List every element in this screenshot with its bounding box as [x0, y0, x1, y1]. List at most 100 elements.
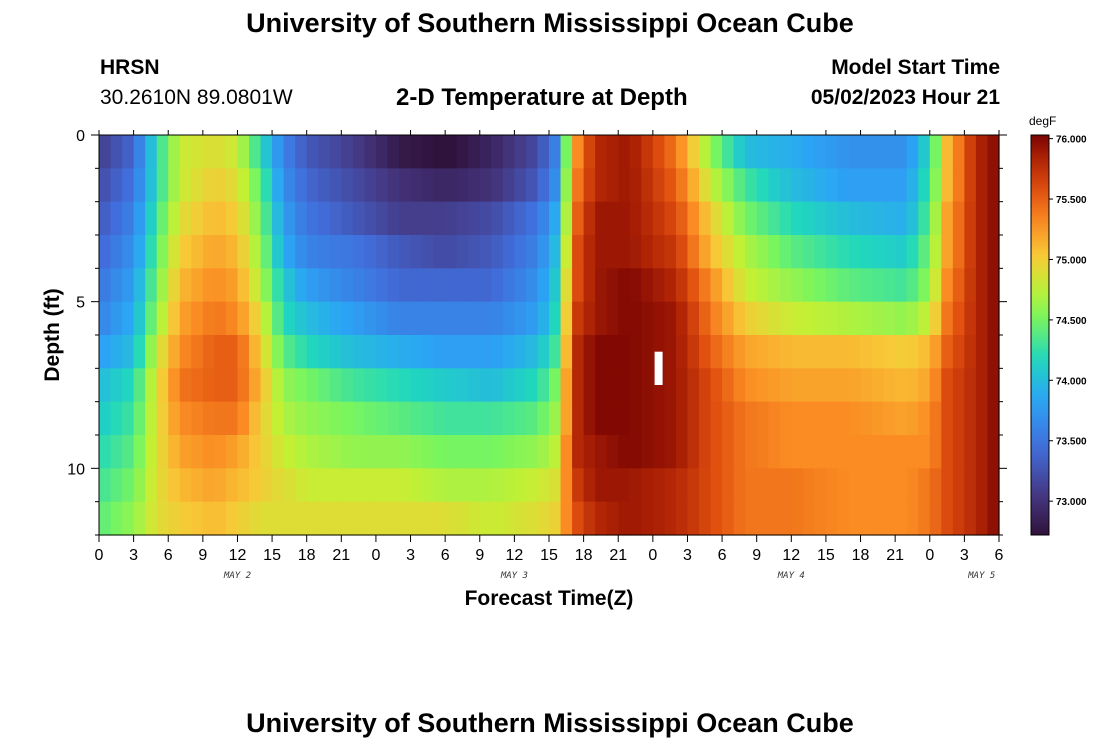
heatmap-cell	[145, 168, 158, 203]
heatmap-cell	[133, 135, 146, 169]
heatmap-cell	[537, 235, 550, 269]
heatmap-cell	[168, 468, 181, 503]
heatmap-cell	[802, 201, 815, 236]
heatmap-cell	[399, 401, 412, 436]
heatmap-cell	[260, 468, 273, 503]
heatmap-cell	[675, 168, 689, 203]
heatmap-cell	[895, 168, 908, 203]
heatmap-cell	[687, 268, 700, 303]
heatmap-cell	[595, 135, 608, 169]
heatmap-cell	[110, 468, 123, 503]
heatmap-cell	[779, 401, 792, 436]
heatmap-cell	[941, 235, 954, 269]
heatmap-cell	[768, 401, 781, 436]
heatmap-cell	[502, 301, 515, 336]
heatmap-cell	[664, 468, 677, 503]
heatmap-cell	[260, 368, 273, 403]
heatmap-cell	[387, 135, 400, 169]
heatmap-cell	[987, 268, 1000, 303]
heatmap-cell	[433, 301, 446, 336]
heatmap-cell	[341, 168, 354, 203]
heatmap-cell	[156, 468, 169, 503]
heatmap-cell	[537, 201, 550, 236]
heatmap-cell	[814, 235, 827, 269]
heatmap-cell	[849, 235, 862, 269]
heatmap-cell	[399, 368, 412, 403]
heatmap-cell	[629, 201, 642, 236]
heatmap-cell	[606, 168, 619, 203]
heatmap-cell	[641, 301, 654, 336]
heatmap-cell	[583, 268, 596, 303]
heatmap-cell	[837, 301, 850, 336]
heatmap-cell	[179, 201, 192, 236]
x-tick-label: 9	[198, 547, 207, 564]
heatmap-cell	[975, 501, 989, 536]
heatmap-cell	[433, 401, 446, 436]
heatmap-cell	[214, 335, 227, 369]
heatmap-cell	[802, 301, 815, 336]
heatmap-cell	[975, 435, 989, 469]
colorbar-tick-label: 75.000	[1056, 255, 1087, 266]
heatmap-cell	[652, 468, 665, 503]
heatmap-cell	[272, 435, 285, 469]
heatmap-cell	[479, 301, 492, 336]
heatmap-cell	[710, 201, 723, 236]
heatmap-cell	[699, 201, 712, 236]
heatmap-cell	[952, 435, 965, 469]
heatmap-cell	[122, 468, 135, 503]
heatmap-cell	[675, 268, 689, 303]
heatmap-cell	[964, 168, 977, 203]
heatmap-cell	[387, 168, 400, 203]
heatmap-cell	[756, 401, 769, 436]
heatmap-cell	[710, 401, 723, 436]
heatmap-cell	[168, 501, 181, 536]
heatmap-cell	[456, 135, 469, 169]
heatmap-cell	[618, 235, 631, 269]
heatmap-cell	[295, 135, 308, 169]
heatmap-cell	[664, 401, 677, 436]
heatmap-cell	[375, 401, 389, 436]
heatmap-cell	[168, 135, 181, 169]
heatmap-cell	[906, 468, 919, 503]
heatmap-cell	[133, 468, 146, 503]
heatmap-cell	[733, 235, 746, 269]
heatmap-cell	[99, 501, 112, 536]
colorbar-tick-label: 74.000	[1056, 376, 1087, 387]
heatmap-cell	[675, 368, 689, 403]
heatmap-cell	[341, 135, 354, 169]
heatmap-cell	[433, 501, 446, 536]
heatmap-cell	[606, 468, 619, 503]
heatmap-cell	[768, 501, 781, 536]
heatmap-cell	[306, 301, 319, 336]
heatmap-cell	[468, 335, 481, 369]
x-tick-label: 9	[475, 547, 484, 564]
heatmap-cell	[779, 268, 792, 303]
heatmap-cell	[722, 401, 735, 436]
heatmap-cell	[964, 501, 977, 536]
heatmap-cell	[583, 168, 596, 203]
heatmap-cell	[364, 135, 377, 169]
heatmap-cell	[399, 501, 412, 536]
heatmap-cell	[872, 401, 885, 436]
heatmap-cell	[387, 268, 400, 303]
heatmap-cell	[341, 368, 354, 403]
heatmap-cell	[687, 335, 700, 369]
heatmap-cell	[133, 201, 146, 236]
heatmap-cell	[860, 201, 873, 236]
heatmap-cell	[456, 435, 469, 469]
heatmap-cell	[791, 335, 804, 369]
heatmap-cell	[687, 301, 700, 336]
heatmap-cell	[987, 435, 1000, 469]
heatmap-cell	[364, 468, 377, 503]
heatmap-cell	[156, 168, 169, 203]
x-tick-label: 21	[886, 547, 904, 564]
heatmap-cell	[110, 201, 123, 236]
heatmap-cell	[145, 301, 158, 336]
heatmap-cell	[295, 435, 308, 469]
heatmap-cell	[929, 201, 942, 236]
heatmap-cell	[295, 401, 308, 436]
heatmap-cell	[814, 201, 827, 236]
heatmap-cell	[249, 501, 262, 536]
heatmap-cell	[260, 335, 273, 369]
heatmap-cell	[768, 435, 781, 469]
